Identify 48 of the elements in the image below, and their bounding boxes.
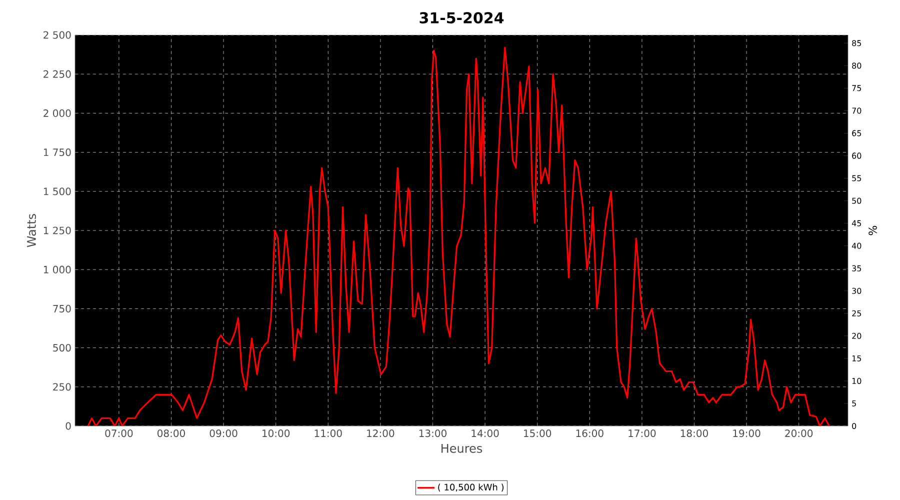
y2-tick-label: 40: [852, 242, 862, 249]
x-tick-label: 16:00: [576, 430, 604, 438]
y-tick-label: 2 000: [44, 109, 71, 117]
x-tick-label: 20:00: [785, 430, 813, 438]
y2-tick-label: 0: [852, 422, 856, 430]
y2-tick-label: 5: [852, 400, 856, 406]
y-tick-label: 0: [66, 422, 71, 430]
x-tick-label: 18:00: [680, 430, 708, 438]
x-tick-label: 12:00: [367, 430, 394, 438]
x-tick-label: 11:00: [314, 430, 342, 438]
y2-tick-label: 35: [852, 265, 862, 272]
x-tick-label: 19:00: [733, 430, 760, 438]
y2-axis-title: %: [868, 226, 877, 236]
y2-tick-label: 20: [852, 332, 862, 339]
y2-tick-label: 55: [852, 175, 862, 182]
x-tick-label: 10:00: [262, 430, 290, 438]
y2-tick-label: 25: [852, 310, 862, 316]
x-axis-title: Heures: [442, 444, 482, 453]
y2-tick-label: 50: [852, 198, 862, 204]
y-tick-label: 1 250: [44, 226, 71, 234]
x-tick-label: 08:00: [157, 430, 185, 438]
y2-tick-label: 30: [852, 288, 862, 294]
x-tick-label: 07:00: [105, 430, 133, 438]
y2-tick-label: 65: [852, 130, 862, 136]
x-tick-label: 15:00: [524, 430, 552, 438]
y-tick-label: 500: [53, 344, 71, 352]
y-tick-label: 250: [53, 383, 71, 391]
y-tick-label: 750: [53, 304, 71, 312]
y2-tick-label: 45: [852, 220, 862, 226]
y-tick-label: 1 500: [44, 188, 71, 196]
x-tick-label: 09:00: [210, 430, 238, 438]
y-tick-label: 2 500: [44, 31, 71, 39]
y2-tick-label: 85: [852, 40, 862, 46]
legend-label: ( 10,500 kWh ): [438, 484, 504, 492]
y-axis-title: Watts: [27, 214, 36, 248]
x-tick-label: 14:00: [472, 430, 499, 438]
y-tick-label: 1 000: [44, 266, 71, 274]
y2-tick-label: 70: [852, 108, 862, 114]
y2-tick-label: 15: [852, 355, 862, 362]
y-tick-label: 1 750: [44, 148, 71, 156]
y-tick-label: 2 250: [44, 70, 71, 78]
y2-tick-label: 80: [852, 62, 862, 69]
x-tick-label: 13:00: [419, 430, 446, 438]
chart-title: 31-5-2024: [420, 12, 504, 24]
y2-tick-label: 60: [852, 152, 862, 159]
y2-tick-label: 10: [852, 378, 862, 384]
y2-tick-label: 75: [852, 85, 862, 92]
x-tick-label: 17:00: [628, 430, 656, 438]
